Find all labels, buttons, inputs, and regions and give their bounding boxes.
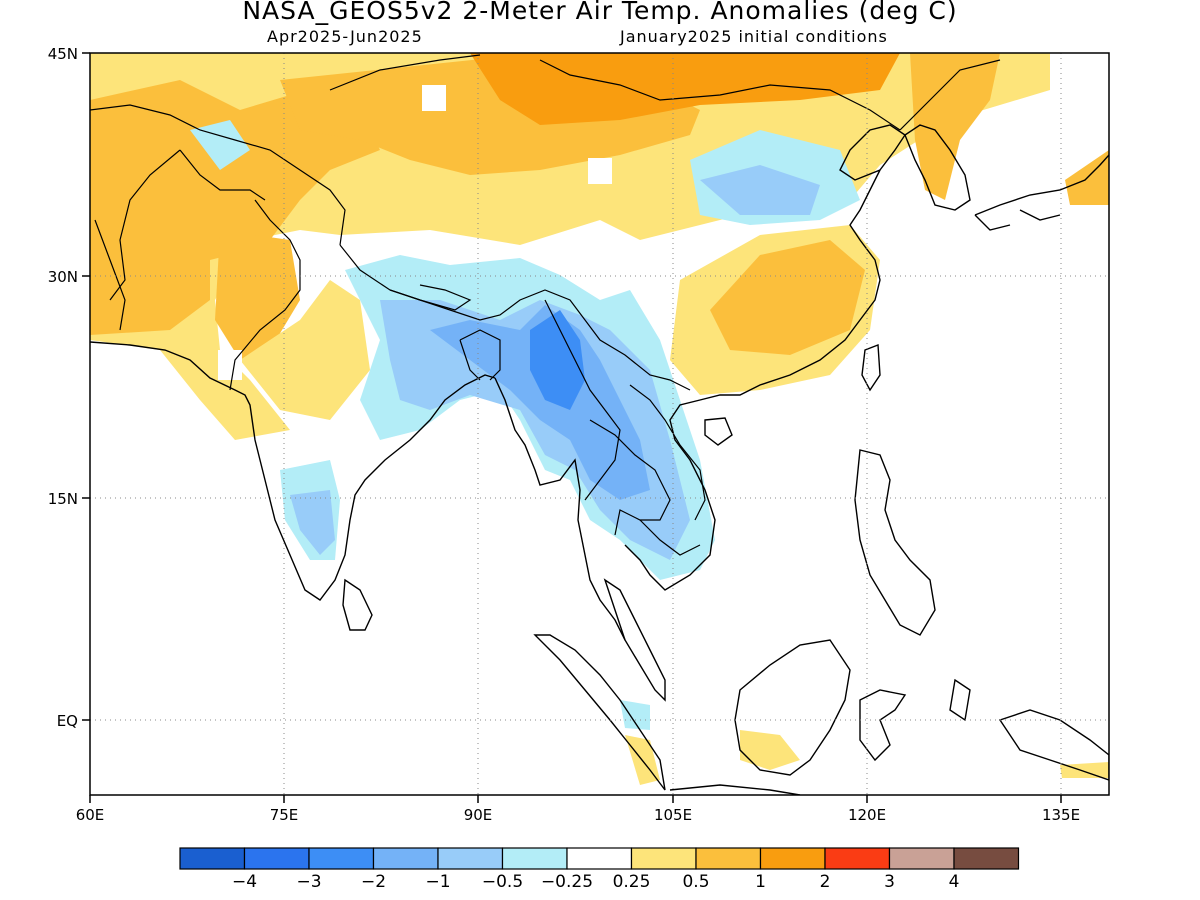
coastline-hainan: [704, 417, 733, 446]
lat-label: 30N: [48, 268, 78, 286]
border-central-asia: [90, 104, 346, 246]
border-kazakh: [329, 54, 481, 91]
lat-label: 45N: [48, 45, 78, 63]
colorbar-label: −4: [232, 872, 257, 892]
colorbar-swatch: [243, 847, 310, 870]
colorbar-swatch: [437, 847, 504, 870]
coastlines: [90, 124, 1109, 795]
cool-region-myanmar-core: [430, 305, 650, 500]
colorbar-swatch: [630, 847, 697, 870]
colorbar-label: −1: [425, 872, 450, 892]
colorbar-label: 2: [820, 872, 831, 892]
nodata-block: [422, 85, 446, 111]
cool-region-sumatra: [620, 700, 650, 730]
coastline-philippines: [854, 449, 936, 636]
colorbar-swatch: [759, 847, 826, 870]
colorbar: −4 −3 −2 −1 −0.5 −0.25 0.25 0.5 1 2 3 4: [179, 847, 1020, 892]
colorbar-swatch: [501, 847, 568, 870]
border-nepal: [389, 284, 472, 311]
map-frame: [89, 52, 1110, 796]
warm-region-central-asia: [90, 80, 380, 335]
lon-label: 60E: [76, 806, 105, 824]
colorbar-swatch: [953, 847, 1020, 870]
border-myanmar-east: [544, 299, 621, 501]
border-laos-vietnam: [629, 384, 706, 521]
nodata-block: [588, 158, 612, 184]
coastline-bohai: [839, 124, 906, 181]
coastline-java: [669, 784, 801, 795]
cool-region-china-core: [700, 165, 820, 215]
lon-label: 105E: [654, 806, 692, 824]
coastline-japan: [974, 154, 1109, 231]
lat-label: EQ: [57, 712, 78, 730]
cool-region-india-core: [290, 490, 335, 555]
warm-region-mongolia: [470, 53, 900, 125]
border-russia-china: [899, 59, 1001, 131]
coastline-myanmar: [494, 377, 626, 641]
borders: [90, 54, 1001, 556]
warm-region-new-guinea: [1060, 762, 1109, 778]
border-iran: [94, 219, 126, 331]
cool-region-west: [190, 120, 250, 170]
colorbar-swatch: [888, 847, 955, 870]
lon-label: 75E: [270, 806, 299, 824]
coastline-new-guinea: [998, 709, 1109, 781]
border-cambodia: [639, 519, 701, 556]
colorbar-label: −3: [296, 872, 321, 892]
border-india-pakistan: [229, 199, 301, 391]
border-thailand: [589, 419, 671, 536]
forecast-period: Apr2025-Jun2025: [267, 27, 423, 46]
colorbar-swatch: [179, 847, 246, 870]
colorbar-label: 0.25: [613, 872, 651, 892]
colorbar-label: 3: [884, 872, 895, 892]
colorbar-swatch: [372, 847, 439, 870]
warm-region-korea: [910, 53, 1000, 200]
coastline-sumatra: [533, 634, 666, 791]
lon-label: 90E: [464, 806, 493, 824]
coastline-sulawesi: [859, 689, 907, 762]
graticule: [90, 53, 1109, 795]
colorbar-swatch: [824, 847, 891, 870]
lat-label: 15N: [48, 490, 78, 508]
coastline-korea: [904, 124, 971, 211]
axis-ticks: [82, 52, 1062, 803]
coastline-moluccas: [949, 678, 971, 722]
coastline-borneo: [734, 639, 851, 776]
warm-region-pakistan: [215, 230, 300, 360]
coastline-malay: [603, 578, 666, 702]
warm-region-india-west: [240, 280, 370, 420]
colorbar-swatch: [308, 847, 375, 870]
map-title: NASA_GEOS5v2 2-Meter Air Temp. Anomalies…: [242, 0, 958, 25]
colorbar-label: 4: [949, 872, 960, 892]
warm-region-china-core: [710, 240, 865, 355]
colorbar-swatch: [695, 847, 762, 870]
colorbar-label: 0.5: [682, 872, 709, 892]
coastline-taiwan: [861, 344, 881, 392]
border-afghanistan: [109, 149, 266, 301]
border-bangladesh: [459, 329, 501, 381]
border-mongolia: [539, 59, 901, 131]
colorbar-label: −0.25: [541, 872, 593, 892]
colorbar-swatch: [566, 847, 633, 870]
coastline-sri-lanka: [342, 578, 373, 631]
colorbar-label: 1: [755, 872, 766, 892]
initial-conditions: January2025 initial conditions: [620, 27, 888, 46]
nodata-block: [218, 350, 242, 380]
warm-region-borneo: [740, 730, 800, 770]
cool-region-myanmar-max: [530, 310, 585, 410]
lon-label: 135E: [1042, 806, 1080, 824]
lon-label: 120E: [848, 806, 886, 824]
coastline-indochina: [624, 169, 881, 591]
colorbar-label: −0.5: [482, 872, 523, 892]
coastline-india: [90, 341, 496, 601]
colorbar-label: −2: [361, 872, 386, 892]
